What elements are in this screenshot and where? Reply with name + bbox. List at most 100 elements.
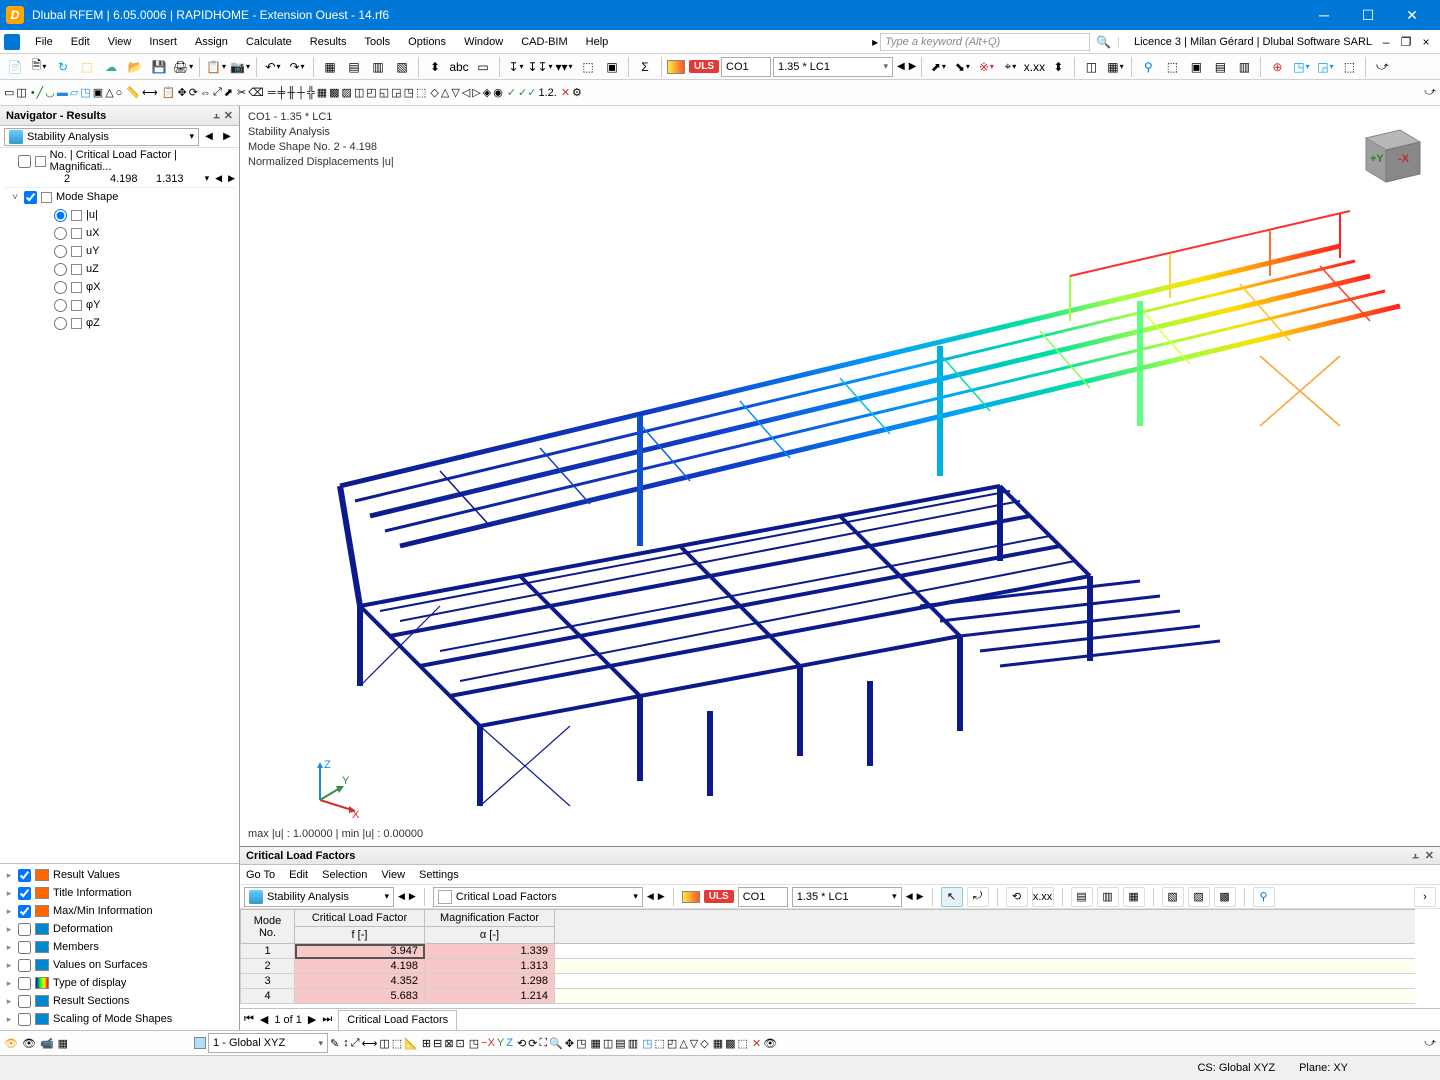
t2-m9[interactable]: ◫: [354, 86, 364, 99]
mode-shape-checkbox[interactable]: [24, 191, 37, 204]
print-icon[interactable]: 🖨: [172, 56, 194, 78]
bt-show2[interactable]: 👁: [763, 1037, 777, 1050]
menu-view[interactable]: View: [99, 31, 141, 53]
opt-result sections-check[interactable]: [18, 995, 31, 1008]
cp-lc-combo[interactable]: 1.35 * LC1▾: [792, 887, 902, 907]
res5-icon[interactable]: x.xx: [1023, 56, 1045, 78]
filter2-icon[interactable]: ⬚: [1161, 56, 1183, 78]
t2-overflow[interactable]: ⤻: [1424, 86, 1436, 99]
co-combo[interactable]: CO1: [721, 57, 771, 77]
calc-icon[interactable]: Σ: [634, 56, 656, 78]
cp-b1[interactable]: ↖: [941, 887, 963, 907]
bt-view-iso[interactable]: ◳: [469, 1037, 479, 1050]
row-no[interactable]: 1: [241, 944, 295, 959]
opt-expand[interactable]: ▸: [4, 924, 14, 935]
menu-file[interactable]: File: [26, 31, 62, 53]
cp-menu-view[interactable]: View: [381, 869, 405, 881]
menu-calculate[interactable]: Calculate: [237, 31, 301, 53]
bt-d3[interactable]: ◰: [667, 1037, 677, 1050]
bt-a3[interactable]: ⟷: [362, 1037, 378, 1050]
cp-menu-edit[interactable]: Edit: [289, 869, 308, 881]
cp-t-prev[interactable]: ◀: [647, 891, 654, 902]
cp-tab[interactable]: Critical Load Factors: [338, 1010, 457, 1030]
t2-m5[interactable]: ╬: [307, 87, 315, 99]
comp-|u|-radio[interactable]: [54, 209, 67, 222]
box2-icon[interactable]: ◲: [1314, 56, 1336, 78]
bt-b3[interactable]: ⊠: [444, 1037, 453, 1050]
mdi-minimize[interactable]: –: [1376, 35, 1396, 49]
cp-lc-prev[interactable]: ◀: [906, 891, 913, 902]
bt-a1[interactable]: ↕: [343, 1037, 349, 1049]
bt-c1[interactable]: ▦: [590, 1037, 600, 1050]
menu-tools[interactable]: Tools: [355, 31, 399, 53]
filter4-icon[interactable]: ▤: [1209, 56, 1231, 78]
bt-rot1[interactable]: ⟲: [517, 1037, 526, 1050]
opt-expand[interactable]: ▸: [4, 906, 14, 917]
bt-c3[interactable]: ▤: [615, 1037, 625, 1050]
cp-analysis-combo[interactable]: Stability Analysis▾: [244, 887, 394, 907]
overflow-icon[interactable]: ⤻: [1371, 56, 1393, 78]
t2-node[interactable]: •: [31, 87, 35, 99]
t2-solid[interactable]: ◳: [80, 86, 90, 99]
cp-first[interactable]: ⏮: [244, 1013, 254, 1026]
t2-del2[interactable]: ⌫: [248, 86, 264, 99]
load3-icon[interactable]: ▾▾: [553, 56, 575, 78]
t2-m14[interactable]: ⬚: [416, 86, 426, 99]
t2-arc[interactable]: ◡: [45, 86, 55, 99]
cp-prev[interactable]: ◀: [260, 1013, 268, 1026]
opt-deformation-check[interactable]: [18, 923, 31, 936]
t2-1[interactable]: ▭: [4, 86, 14, 99]
cp-table-combo[interactable]: Critical Load Factors▾: [433, 887, 643, 907]
cp-b9[interactable]: ▨: [1188, 887, 1210, 907]
load2-icon[interactable]: ↧↧: [529, 56, 551, 78]
bt-pan[interactable]: ✥: [565, 1037, 574, 1050]
close-button[interactable]: ✕: [1390, 0, 1434, 30]
bt-cs-combo[interactable]: 1 - Global XYZ▾: [208, 1033, 328, 1053]
cp-next[interactable]: ▶: [308, 1013, 316, 1026]
comp-φZ-radio[interactable]: [54, 317, 67, 330]
t2-s1[interactable]: ◇: [430, 86, 438, 99]
row-mf[interactable]: 1.298: [425, 974, 555, 989]
grid4-icon[interactable]: ▧: [391, 56, 413, 78]
t2-m6[interactable]: ▦: [317, 86, 327, 99]
t2-hinge[interactable]: ○: [116, 87, 123, 99]
view2-icon[interactable]: ▦: [1104, 56, 1126, 78]
cp-t-next[interactable]: ▶: [658, 891, 665, 902]
t2-s3[interactable]: ▽: [451, 86, 459, 99]
model-icon[interactable]: ⬚: [76, 56, 98, 78]
menu-options[interactable]: Options: [399, 31, 455, 53]
nav-prev[interactable]: ◀: [201, 131, 217, 142]
cp-b7[interactable]: ▦: [1123, 887, 1145, 907]
bt-b2[interactable]: ⊟: [433, 1037, 442, 1050]
search-icon[interactable]: 🔍: [1096, 35, 1111, 49]
bt-d4[interactable]: △: [679, 1037, 687, 1050]
t2-m13[interactable]: ◳: [404, 86, 414, 99]
view1-icon[interactable]: ◫: [1080, 56, 1102, 78]
bt-e3[interactable]: ⬚: [738, 1037, 748, 1050]
row-mf[interactable]: 1.339: [425, 944, 555, 959]
report-icon[interactable]: 📋: [205, 56, 227, 78]
cp-b10[interactable]: ▩: [1214, 887, 1236, 907]
box1-icon[interactable]: ◳: [1290, 56, 1312, 78]
cp-menu-go to[interactable]: Go To: [246, 869, 275, 881]
cp-b4[interactable]: x.xx: [1032, 887, 1054, 907]
res1-icon[interactable]: ⬈: [927, 56, 949, 78]
redo-icon[interactable]: ↷: [286, 56, 308, 78]
mode-shape-toggle[interactable]: ˅: [10, 192, 20, 203]
cp-a-next[interactable]: ▶: [409, 891, 416, 902]
row-no[interactable]: 2: [241, 959, 295, 974]
bt-show[interactable]: 👁: [4, 1037, 18, 1050]
open-icon[interactable]: ↻: [52, 56, 74, 78]
undo-icon[interactable]: ↶: [262, 56, 284, 78]
opt-max/min information-check[interactable]: [18, 905, 31, 918]
t2-m10[interactable]: ◰: [366, 86, 376, 99]
row-no[interactable]: 4: [241, 989, 295, 1004]
opt-expand[interactable]: ▸: [4, 888, 14, 899]
nav-next[interactable]: ▶: [219, 131, 235, 142]
bt-d1[interactable]: ◳: [642, 1037, 652, 1050]
t2-m1[interactable]: ═: [268, 87, 276, 99]
t2-delete[interactable]: ✕: [561, 86, 570, 99]
bt-a2[interactable]: ⤢: [351, 1037, 360, 1050]
bt-d6[interactable]: ◇: [700, 1037, 708, 1050]
t2-move[interactable]: ✥: [178, 86, 187, 99]
